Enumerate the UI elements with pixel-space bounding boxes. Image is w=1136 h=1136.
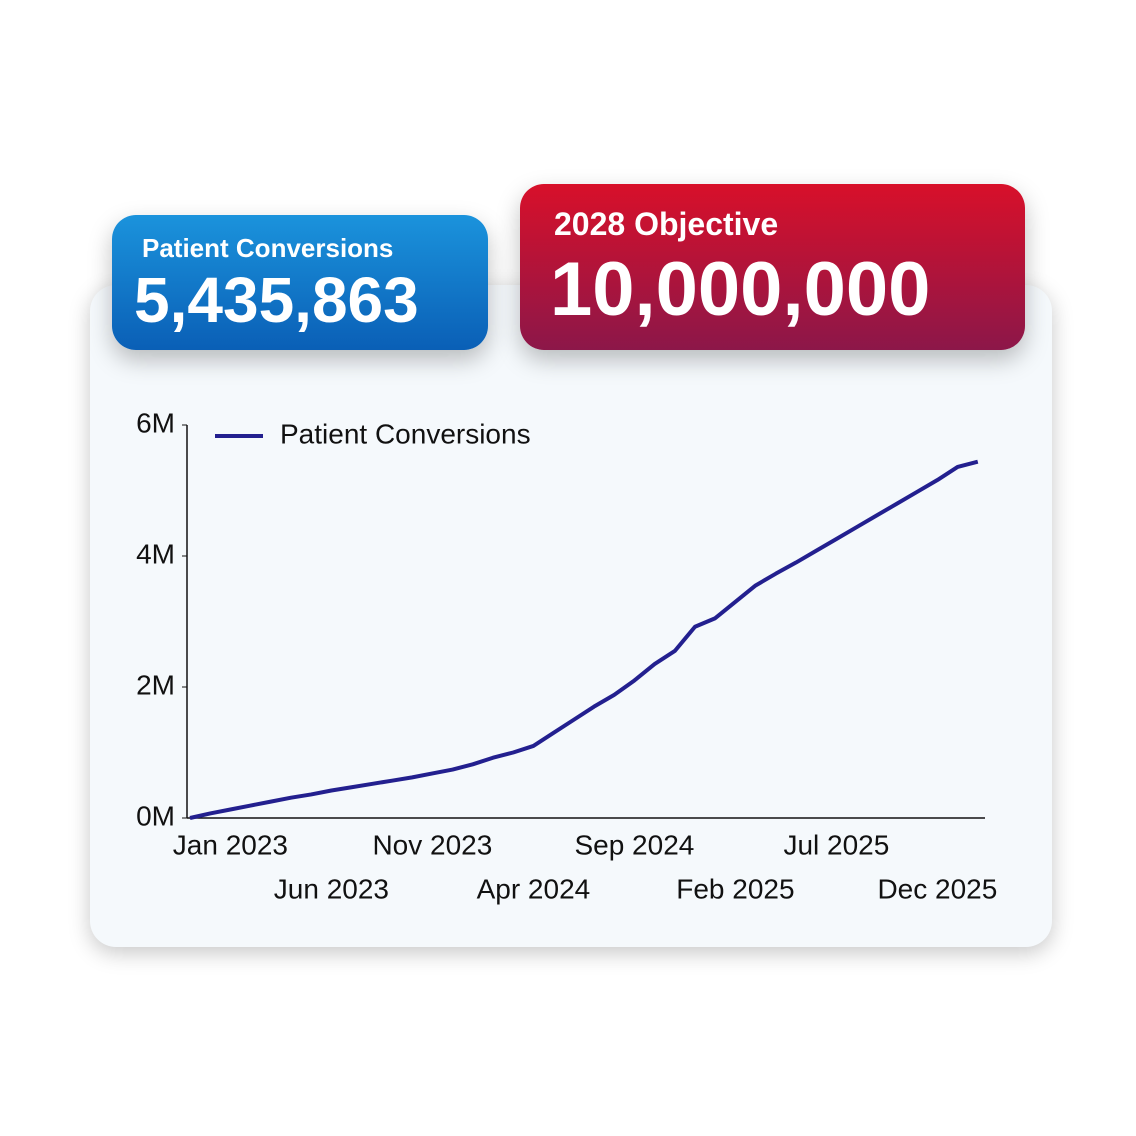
legend-label: Patient Conversions [280, 418, 531, 449]
x-tick-label: Dec 2025 [877, 873, 997, 904]
x-tick-label: Feb 2025 [676, 873, 794, 904]
kpi-current: Patient Conversions 5,435,863 [112, 215, 488, 350]
y-tick-label: 6M [136, 407, 175, 438]
kpi-objective: 2028 Objective 10,000,000 [520, 184, 1025, 350]
y-tick-label: 4M [136, 538, 175, 569]
kpi-value: 5,435,863 [134, 264, 419, 336]
chart-card [90, 285, 1052, 947]
x-tick-label: Jul 2025 [783, 829, 889, 860]
y-tick-label: 0M [136, 800, 175, 831]
x-tick-label: Jun 2023 [274, 873, 389, 904]
series-line [189, 459, 979, 820]
x-tick-label: Jan 2023 [173, 829, 288, 860]
x-tick-label: Apr 2024 [477, 873, 591, 904]
y-tick-label: 2M [136, 669, 175, 700]
x-tick-label: Nov 2023 [372, 829, 492, 860]
kpi-label: 2028 Objective [554, 206, 779, 242]
kpi-value: 10,000,000 [550, 247, 931, 332]
kpi-label: Patient Conversions [142, 233, 394, 263]
x-tick-label: Sep 2024 [574, 829, 694, 860]
